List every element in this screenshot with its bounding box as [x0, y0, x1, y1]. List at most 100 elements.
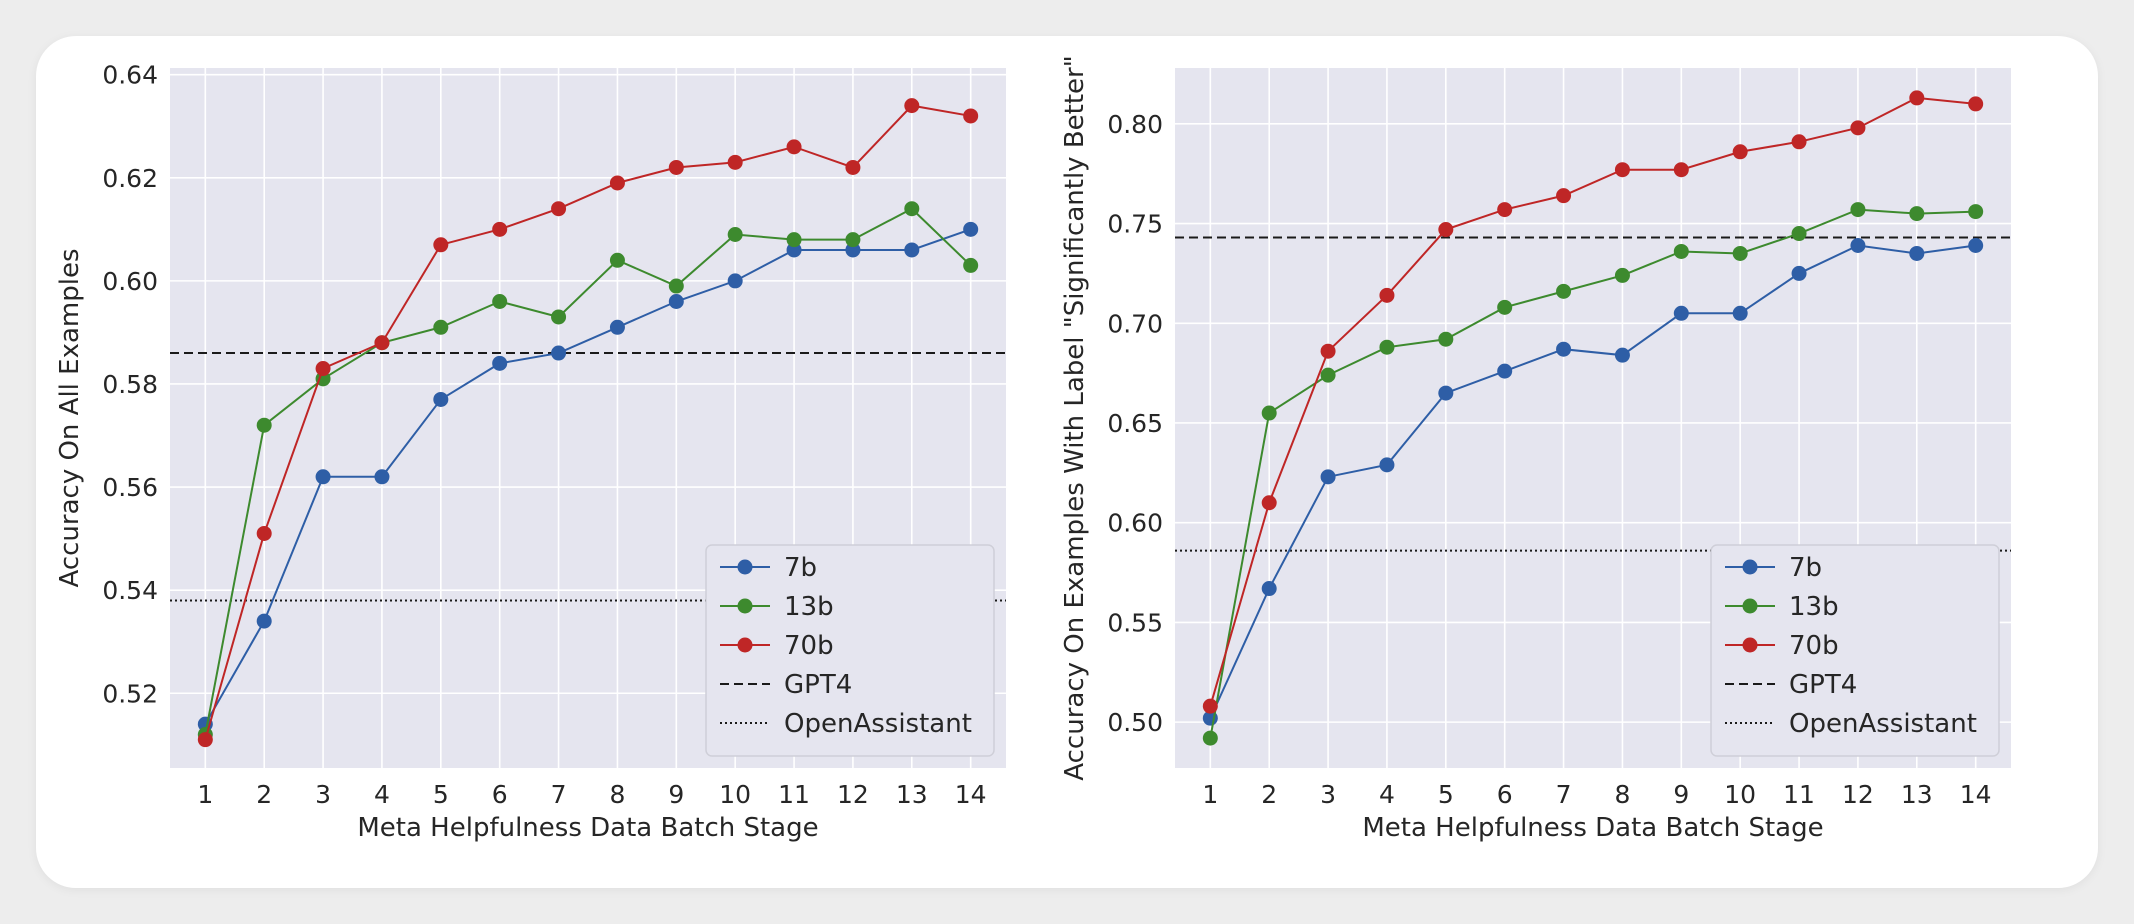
data-point-7b-5	[1438, 385, 1454, 401]
series-line-70b	[1209, 96, 1976, 707]
x-tick-label: 12	[1842, 780, 1874, 809]
legend-entry-openassistant: OpenAssistant	[1725, 709, 1977, 739]
x-tick-label: 3	[315, 780, 331, 809]
y-tick-label: 0.70	[1107, 309, 1163, 338]
data-point-7b-14	[1968, 237, 1984, 253]
x-tick-label: 7	[551, 780, 567, 809]
data-point-7b-13	[904, 242, 920, 258]
legend-entry-gpt4: GPT4	[1725, 670, 1857, 700]
legend-entry-7b: 7b	[1725, 553, 1822, 583]
series-13b	[197, 201, 979, 742]
data-point-13b-12	[845, 232, 861, 248]
series-70b	[197, 98, 979, 748]
data-point-7b-12	[1850, 237, 1866, 253]
data-point-70b-12	[1850, 120, 1866, 136]
data-point-7b-6	[1497, 363, 1513, 379]
data-point-70b-2	[1261, 495, 1277, 511]
legend-label: OpenAssistant	[784, 709, 972, 739]
data-point-70b-1	[1202, 698, 1218, 714]
data-point-7b-13	[1909, 245, 1925, 261]
data-point-70b-8	[609, 175, 625, 191]
data-point-70b-3	[315, 361, 331, 377]
x-tick-label: 10	[1724, 780, 1756, 809]
data-point-70b-9	[1673, 162, 1689, 178]
legend-label: GPT4	[784, 670, 852, 700]
data-point-7b-10	[1732, 305, 1748, 321]
data-point-70b-10	[1732, 144, 1748, 160]
y-tick-label: 0.52	[102, 679, 158, 708]
x-tick-label: 6	[1497, 780, 1513, 809]
legend-entry-70b: 70b	[720, 631, 834, 661]
x-axis-label: Meta Helpfulness Data Batch Stage	[1362, 813, 1823, 843]
data-point-7b-12	[845, 242, 861, 258]
data-point-70b-6	[492, 221, 508, 237]
series-7b	[197, 221, 979, 732]
y-tick-label: 0.64	[102, 61, 158, 90]
legend: 7b 13b 70b GPT4 OpenAssistant	[1710, 544, 2000, 757]
series-13b	[1202, 202, 1984, 746]
legend-swatch-marker	[737, 559, 753, 575]
data-point-70b-11	[1791, 134, 1807, 150]
series-line-13b	[1209, 208, 1976, 739]
data-point-13b-9	[668, 278, 684, 294]
data-point-70b-4	[1379, 287, 1395, 303]
legend-label: 7b	[784, 553, 817, 583]
legend-label: 70b	[784, 631, 834, 661]
legend-frame	[705, 544, 995, 757]
series-line-70b	[204, 104, 971, 740]
legend-swatch-marker	[1742, 559, 1758, 575]
data-point-13b-6	[1497, 299, 1513, 315]
legend-entry-7b: 7b	[720, 553, 817, 583]
x-tick-label: 8	[1614, 780, 1630, 809]
data-point-13b-10	[727, 226, 743, 242]
data-point-70b-12	[845, 159, 861, 175]
data-point-7b-8	[609, 319, 625, 335]
data-point-70b-14	[1968, 96, 1984, 112]
legend-label: 7b	[1789, 553, 1822, 583]
data-point-7b-2	[1261, 581, 1277, 597]
legend-label: 70b	[1789, 631, 1839, 661]
y-axis-label: Accuracy On Examples With Label "Signifi…	[1060, 55, 1090, 780]
data-point-7b-9	[1673, 305, 1689, 321]
x-tick-label: 4	[1379, 780, 1395, 809]
data-point-13b-11	[1791, 226, 1807, 242]
data-point-13b-11	[786, 232, 802, 248]
data-point-13b-10	[1732, 245, 1748, 261]
legend-swatch-marker	[737, 637, 753, 653]
data-point-7b-7	[551, 345, 567, 361]
chart-accuracy-significantly-better: 0.500.550.600.650.700.750.80 1 2 3 4 5 6 7 8 9 10…	[1060, 55, 2011, 843]
data-point-13b-1	[1202, 730, 1218, 746]
legend-entry-gpt4: GPT4	[720, 670, 852, 700]
series-line-7b	[1209, 244, 1976, 719]
y-tick-label: 0.75	[1107, 210, 1163, 239]
x-tick-label: 12	[837, 780, 869, 809]
data-point-7b-10	[727, 273, 743, 289]
data-point-13b-8	[609, 252, 625, 268]
data-point-13b-2	[1261, 405, 1277, 421]
x-tick-label: 9	[1673, 780, 1689, 809]
legend-label: GPT4	[1789, 670, 1857, 700]
data-point-13b-5	[1438, 331, 1454, 347]
series-line-7b	[204, 228, 972, 725]
legend-entry-13b: 13b	[1725, 592, 1839, 622]
legend-entry-70b: 70b	[1725, 631, 1839, 661]
x-tick-label: 9	[668, 780, 684, 809]
data-point-7b-4	[374, 469, 390, 485]
y-tick-label: 0.56	[102, 473, 158, 502]
x-tick-label: 13	[896, 780, 928, 809]
data-point-70b-6	[1497, 202, 1513, 218]
data-point-13b-7	[1556, 283, 1572, 299]
data-point-70b-8	[1614, 162, 1630, 178]
data-point-70b-9	[668, 159, 684, 175]
x-tick-label: 1	[1202, 780, 1218, 809]
data-point-13b-4	[1379, 339, 1395, 355]
x-tick-label: 4	[374, 780, 390, 809]
x-tick-label: 3	[1320, 780, 1336, 809]
series-7b	[1202, 237, 1984, 726]
y-tick-label: 0.60	[1107, 509, 1163, 538]
data-point-70b-5	[433, 237, 449, 253]
x-tick-label: 2	[256, 780, 272, 809]
data-point-7b-8	[1614, 347, 1630, 363]
x-tick-label: 14	[955, 780, 987, 809]
x-tick-label: 5	[1438, 780, 1454, 809]
